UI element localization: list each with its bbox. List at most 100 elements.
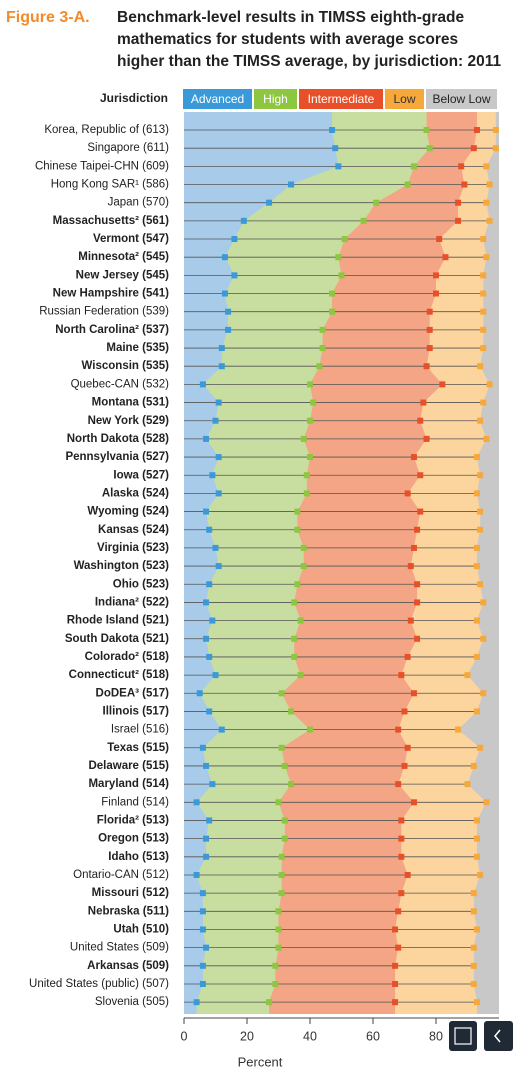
x-tick-label: 60 (366, 1029, 380, 1043)
prev-button[interactable] (484, 1021, 513, 1051)
benchmark-marker (203, 762, 210, 769)
benchmark-marker (392, 926, 399, 933)
benchmark-marker (442, 254, 449, 261)
benchmark-marker (395, 726, 402, 733)
category-label: Missouri (512) (92, 887, 169, 899)
category-label: Florida² (513) (97, 814, 169, 826)
benchmark-marker (477, 417, 484, 424)
benchmark-marker (294, 508, 301, 515)
benchmark-marker (206, 526, 213, 533)
benchmark-marker (203, 635, 210, 642)
benchmark-marker (297, 617, 304, 624)
legend-label: High (263, 92, 288, 106)
benchmark-marker (275, 799, 282, 806)
category-label: Rhode Island (521) (67, 615, 169, 627)
benchmark-marker (231, 272, 238, 279)
benchmark-marker (464, 781, 471, 788)
category-label: United States (509) (70, 942, 169, 954)
fit-button[interactable] (449, 1021, 477, 1051)
benchmark-marker (473, 617, 480, 624)
benchmark-marker (335, 254, 342, 261)
category-label: Singapore (611) (87, 142, 169, 154)
benchmark-marker (392, 999, 399, 1006)
legend-label: Below Low (432, 92, 490, 106)
benchmark-marker (199, 890, 206, 897)
benchmark-marker (470, 762, 477, 769)
category-label: Maine (535) (106, 342, 169, 354)
fit-icon (454, 1027, 472, 1045)
category-label: Connecticut² (518) (69, 669, 169, 681)
benchmark-marker (215, 490, 222, 497)
benchmark-marker (464, 672, 471, 679)
benchmark-marker (225, 308, 232, 315)
benchmark-marker (477, 581, 484, 588)
benchmark-marker (266, 999, 273, 1006)
benchmark-marker (291, 653, 298, 660)
benchmark-marker (410, 454, 417, 461)
benchmark-marker (480, 308, 487, 315)
benchmark-marker (316, 363, 323, 370)
category-label: Idaho (513) (108, 851, 169, 863)
benchmark-marker (404, 490, 411, 497)
benchmark-marker (203, 599, 210, 606)
benchmark-marker (199, 744, 206, 751)
benchmark-marker (420, 399, 427, 406)
benchmark-marker (423, 363, 430, 370)
category-label: Iowa (527) (113, 469, 169, 481)
title-line: Benchmark-level results in TIMSS eighth-… (117, 9, 464, 26)
benchmark-marker (307, 417, 313, 424)
benchmark-marker (410, 690, 417, 697)
benchmark-marker (473, 835, 480, 842)
category-label: Delaware (515) (88, 760, 169, 772)
category-label: Minnesota² (545) (78, 251, 169, 263)
benchmark-marker (486, 381, 493, 388)
benchmark-marker (272, 962, 279, 969)
category-label: Chinese Taipei-CHN (609) (35, 160, 169, 172)
prev-icon (494, 1029, 501, 1043)
legend-swatch (183, 89, 252, 109)
benchmark-marker (307, 454, 313, 461)
benchmark-marker (392, 980, 399, 987)
benchmark-marker (483, 799, 490, 806)
benchmark-marker (275, 944, 282, 951)
category-label: Japan (570) (108, 197, 170, 209)
benchmark-marker (288, 708, 295, 715)
benchmark-marker (338, 272, 345, 279)
benchmark-marker (291, 635, 298, 642)
benchmark-marker (492, 145, 499, 152)
benchmark-marker (439, 381, 446, 388)
benchmark-marker (433, 272, 439, 279)
benchmark-marker (319, 326, 326, 333)
category-label: Colorado² (518) (85, 651, 170, 663)
benchmark-marker (395, 944, 402, 951)
benchmark-marker (240, 217, 247, 224)
category-label: Korea, Republic of (613) (44, 124, 169, 136)
benchmark-marker (307, 726, 313, 733)
benchmark-marker (473, 127, 480, 133)
x-axis-label: Percent (238, 1054, 283, 1069)
category-label: Vermont (547) (93, 233, 169, 245)
benchmark-marker (473, 544, 480, 551)
figure-label: Figure 3-A. (6, 9, 90, 26)
category-label: Virginia (523) (97, 542, 169, 554)
benchmark-marker (303, 490, 310, 497)
title-line: higher than the TIMSS average, by jurisd… (117, 53, 502, 70)
benchmark-marker (294, 526, 301, 533)
category-label: Pennsylvania (527) (65, 451, 169, 463)
legend-swatch (254, 89, 297, 109)
benchmark-marker (218, 345, 225, 352)
benchmark-marker (212, 672, 219, 679)
category-label: Wisconsin (535) (82, 360, 170, 372)
benchmark-marker (398, 817, 405, 824)
benchmark-marker (373, 199, 380, 206)
category-label: Hong Kong SAR¹ (586) (51, 179, 169, 191)
benchmark-marker (281, 835, 288, 842)
benchmark-marker (278, 890, 285, 897)
x-tick-label: 20 (240, 1029, 254, 1043)
benchmark-marker (395, 908, 402, 915)
benchmark-marker (455, 217, 462, 224)
category-label: Quebec-CAN (532) (71, 378, 170, 390)
category-label: Texas (515) (107, 742, 169, 754)
benchmark-marker (199, 908, 206, 915)
